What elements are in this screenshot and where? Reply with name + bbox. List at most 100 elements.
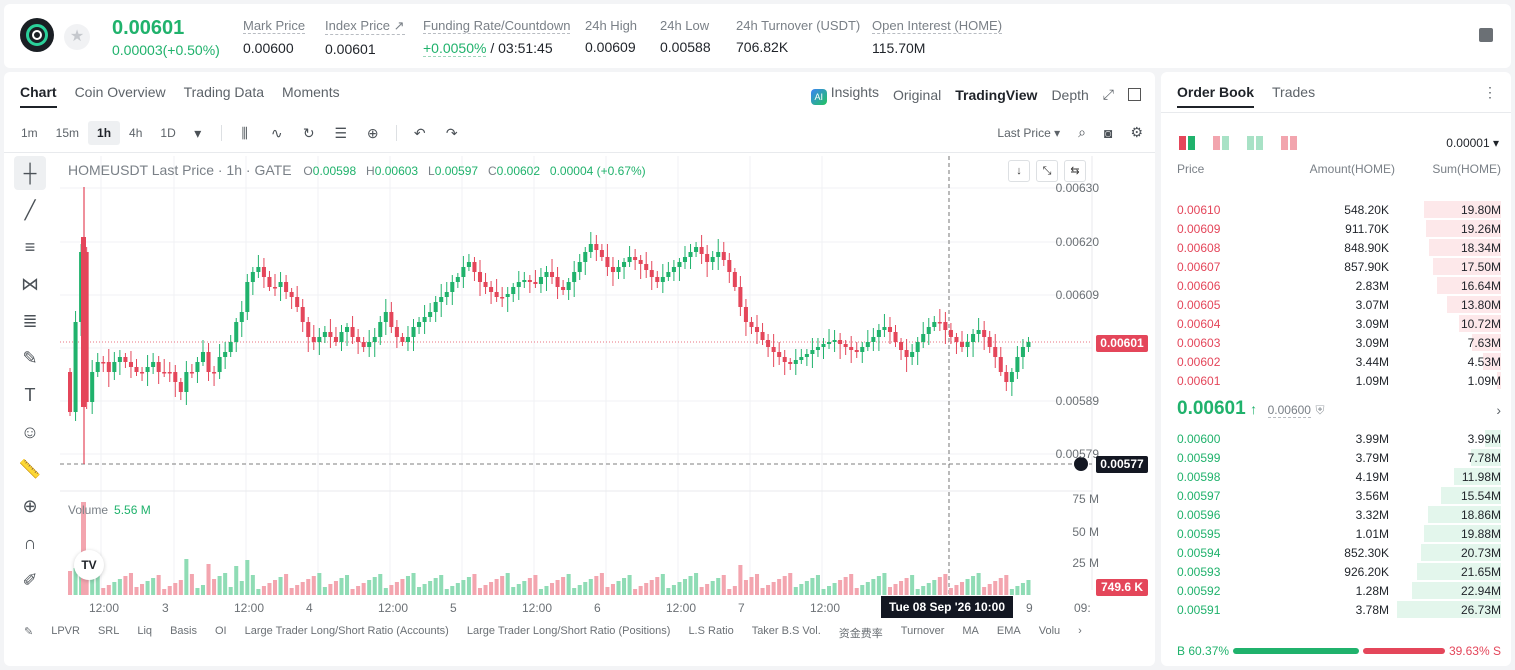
orderbook-row[interactable]: 0.00597 3.56M 15.54M bbox=[1161, 486, 1511, 505]
brush-icon[interactable]: ✎ bbox=[22, 347, 38, 368]
collapse-icon[interactable]: ⤡ bbox=[1036, 160, 1058, 182]
chevron-right-icon[interactable]: › bbox=[1078, 625, 1082, 637]
chevron-right-icon[interactable]: › bbox=[1496, 402, 1501, 418]
indicators-icon[interactable]: ∿ bbox=[270, 124, 283, 141]
price-type-select[interactable]: Last Price ▾ bbox=[997, 125, 1061, 140]
tab-chart[interactable]: Chart bbox=[20, 84, 57, 108]
favorite-star-icon[interactable]: ★ bbox=[64, 24, 90, 50]
fib-lines-icon[interactable]: ≡ bbox=[24, 236, 36, 257]
tab-order-book[interactable]: Order Book bbox=[1177, 84, 1254, 108]
orderbook-row[interactable]: 0.00608 848.90K 18.34M bbox=[1161, 238, 1511, 257]
orderbook-row[interactable]: 0.00601 1.09M 1.09M bbox=[1161, 371, 1511, 390]
orderbook-row[interactable]: 0.00606 2.83M 16.64M bbox=[1161, 276, 1511, 295]
indicator-tab[interactable]: Large Trader Long/Short Ratio (Positions… bbox=[466, 625, 671, 637]
orderbook-row[interactable]: 0.00591 3.78M 26.73M bbox=[1161, 600, 1511, 619]
indicator-tab[interactable]: Basis bbox=[170, 625, 197, 637]
orderbook-row[interactable]: 0.00593 926.20K 21.65M bbox=[1161, 562, 1511, 581]
gann-icon[interactable]: ≣ bbox=[22, 310, 38, 331]
add-indicator-icon[interactable]: ⊕ bbox=[366, 124, 379, 141]
indicator-tab[interactable]: OI bbox=[214, 625, 227, 637]
arrow-down-icon[interactable]: ↓ bbox=[1008, 160, 1030, 182]
orderbook-row[interactable]: 0.00602 3.44M 4.53M bbox=[1161, 352, 1511, 371]
orderbook-row[interactable]: 0.00604 3.09M 10.72M bbox=[1161, 314, 1511, 333]
indicator-tab[interactable]: Liq bbox=[137, 625, 153, 637]
layout-icon[interactable]: ☰ bbox=[334, 124, 348, 141]
stat-funding-rate[interactable]: Funding Rate/Countdown +0.0050% / 03:51:… bbox=[423, 18, 571, 57]
text-tool-icon[interactable]: T bbox=[24, 384, 36, 405]
emoji-icon[interactable]: ☺ bbox=[20, 421, 40, 442]
redo-icon[interactable]: ↷ bbox=[445, 124, 458, 141]
pencil-lock-icon[interactable]: ✐ bbox=[22, 569, 38, 590]
interval-4h[interactable]: 4h bbox=[129, 126, 143, 140]
swap-icon[interactable]: ⇆ bbox=[1064, 160, 1086, 182]
indicator-tab[interactable]: Volu bbox=[1038, 625, 1061, 637]
orderbook-row[interactable]: 0.00609 911.70K 19.26M bbox=[1161, 219, 1511, 238]
interval-15m[interactable]: 15m bbox=[55, 126, 80, 140]
orderbook-row[interactable]: 0.00596 3.32M 18.86M bbox=[1161, 505, 1511, 524]
crosshair-icon[interactable]: ┼ bbox=[14, 156, 46, 190]
volume-bar bbox=[500, 576, 505, 595]
orderbook-row[interactable]: 0.00592 1.28M 22.94M bbox=[1161, 581, 1511, 600]
stat-open-interest[interactable]: Open Interest (HOME) 115.70M bbox=[872, 18, 1003, 56]
orderbook-row[interactable]: 0.00595 1.01M 19.88M bbox=[1161, 524, 1511, 543]
indicator-tab[interactable]: Large Trader Long/Short Ratio (Accounts) bbox=[244, 625, 449, 637]
orderbook-row[interactable]: 0.00610 548.20K 19.80M bbox=[1161, 200, 1511, 219]
indicator-tab[interactable]: L.S Ratio bbox=[688, 625, 734, 637]
fullscreen-icon[interactable] bbox=[1128, 88, 1141, 101]
view-original[interactable]: Original bbox=[892, 86, 942, 103]
candle-type-icon[interactable]: ⫼ bbox=[241, 124, 248, 141]
undo-icon[interactable]: ↶ bbox=[413, 124, 426, 141]
stat-index-price[interactable]: Index Price ↗ 0.00601 bbox=[325, 18, 405, 57]
mid-price-row[interactable]: 0.00601 ↑ 0.00600 ⛨ › bbox=[1177, 398, 1501, 419]
trend-line-icon[interactable]: ╱ bbox=[24, 199, 36, 220]
pattern-icon[interactable]: ⋈ bbox=[21, 273, 39, 294]
candle-body bbox=[777, 352, 782, 357]
orderbook-row[interactable]: 0.00599 3.79M 7.78M bbox=[1161, 448, 1511, 467]
orderbook-row[interactable]: 0.00598 4.19M 11.98M bbox=[1161, 467, 1511, 486]
expand-icon[interactable]: ⤢ bbox=[1102, 86, 1114, 102]
indicator-tab[interactable]: MA bbox=[962, 625, 979, 637]
camera-icon[interactable]: ◙ bbox=[1103, 124, 1113, 141]
depth-bar bbox=[1424, 201, 1501, 218]
view-asks-icon[interactable] bbox=[1281, 136, 1297, 150]
magnet-icon[interactable]: ∩ bbox=[23, 532, 37, 553]
settings-gear-icon[interactable]: ⚙ bbox=[1130, 124, 1143, 140]
orderbook-row[interactable]: 0.00600 3.99M 3.99M bbox=[1161, 429, 1511, 448]
interval-1m[interactable]: 1m bbox=[21, 126, 38, 140]
ruler-icon[interactable]: 📏 bbox=[18, 458, 42, 479]
indicator-tab[interactable]: 资金费率 bbox=[838, 628, 883, 640]
view-split-icon[interactable] bbox=[1213, 136, 1229, 150]
indicator-tab[interactable]: LPVR bbox=[51, 625, 80, 637]
tab-trading-data[interactable]: Trading Data bbox=[183, 84, 265, 100]
indicator-tab[interactable]: EMA bbox=[996, 625, 1021, 637]
tradingview-logo[interactable]: TV bbox=[74, 550, 104, 580]
view-tradingview[interactable]: TradingView bbox=[955, 86, 1038, 103]
refresh-icon[interactable]: ↻ bbox=[302, 124, 315, 141]
indicator-tab[interactable]: SRL bbox=[97, 625, 120, 637]
search-icon[interactable]: ⌕ bbox=[1078, 124, 1086, 140]
indicator-tab[interactable]: Taker B.S Vol. bbox=[751, 625, 821, 637]
more-menu-icon[interactable]: ⋮ bbox=[1483, 84, 1497, 100]
stat-mark-price[interactable]: Mark Price 0.00600 bbox=[243, 18, 306, 56]
chevron-down-icon[interactable]: ▾ bbox=[194, 124, 202, 141]
view-depth[interactable]: Depth bbox=[1051, 86, 1089, 103]
guide-book-icon[interactable] bbox=[1479, 28, 1493, 42]
precision-select[interactable]: 0.00001 ▾ bbox=[1446, 136, 1499, 150]
view-both-icon[interactable] bbox=[1179, 136, 1195, 150]
candle-body bbox=[583, 252, 588, 262]
tab-moments[interactable]: Moments bbox=[282, 84, 340, 100]
tab-coin-overview[interactable]: Coin Overview bbox=[74, 84, 166, 100]
tab-trades[interactable]: Trades bbox=[1272, 84, 1316, 100]
view-bids-icon[interactable] bbox=[1247, 136, 1263, 150]
insights-button[interactable]: AI Insights bbox=[810, 84, 879, 105]
interval-1h[interactable]: 1h bbox=[88, 121, 121, 145]
edit-icon[interactable]: ✎ bbox=[24, 626, 34, 638]
indicator-tab[interactable]: Turnover bbox=[900, 625, 945, 637]
orderbook-row[interactable]: 0.00607 857.90K 17.50M bbox=[1161, 257, 1511, 276]
orderbook-row[interactable]: 0.00603 3.09M 7.63M bbox=[1161, 333, 1511, 352]
interval-1d[interactable]: 1D bbox=[160, 126, 176, 140]
zoom-in-icon[interactable]: ⊕ bbox=[22, 495, 38, 516]
price-chart[interactable] bbox=[4, 72, 1155, 666]
orderbook-row[interactable]: 0.00594 852.30K 20.73M bbox=[1161, 543, 1511, 562]
orderbook-row[interactable]: 0.00605 3.07M 13.80M bbox=[1161, 295, 1511, 314]
